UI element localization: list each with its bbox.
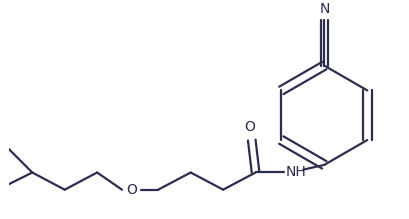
Text: NH: NH [285,166,305,180]
Text: O: O [126,183,137,197]
Text: N: N [319,2,330,16]
Text: O: O [244,120,255,134]
